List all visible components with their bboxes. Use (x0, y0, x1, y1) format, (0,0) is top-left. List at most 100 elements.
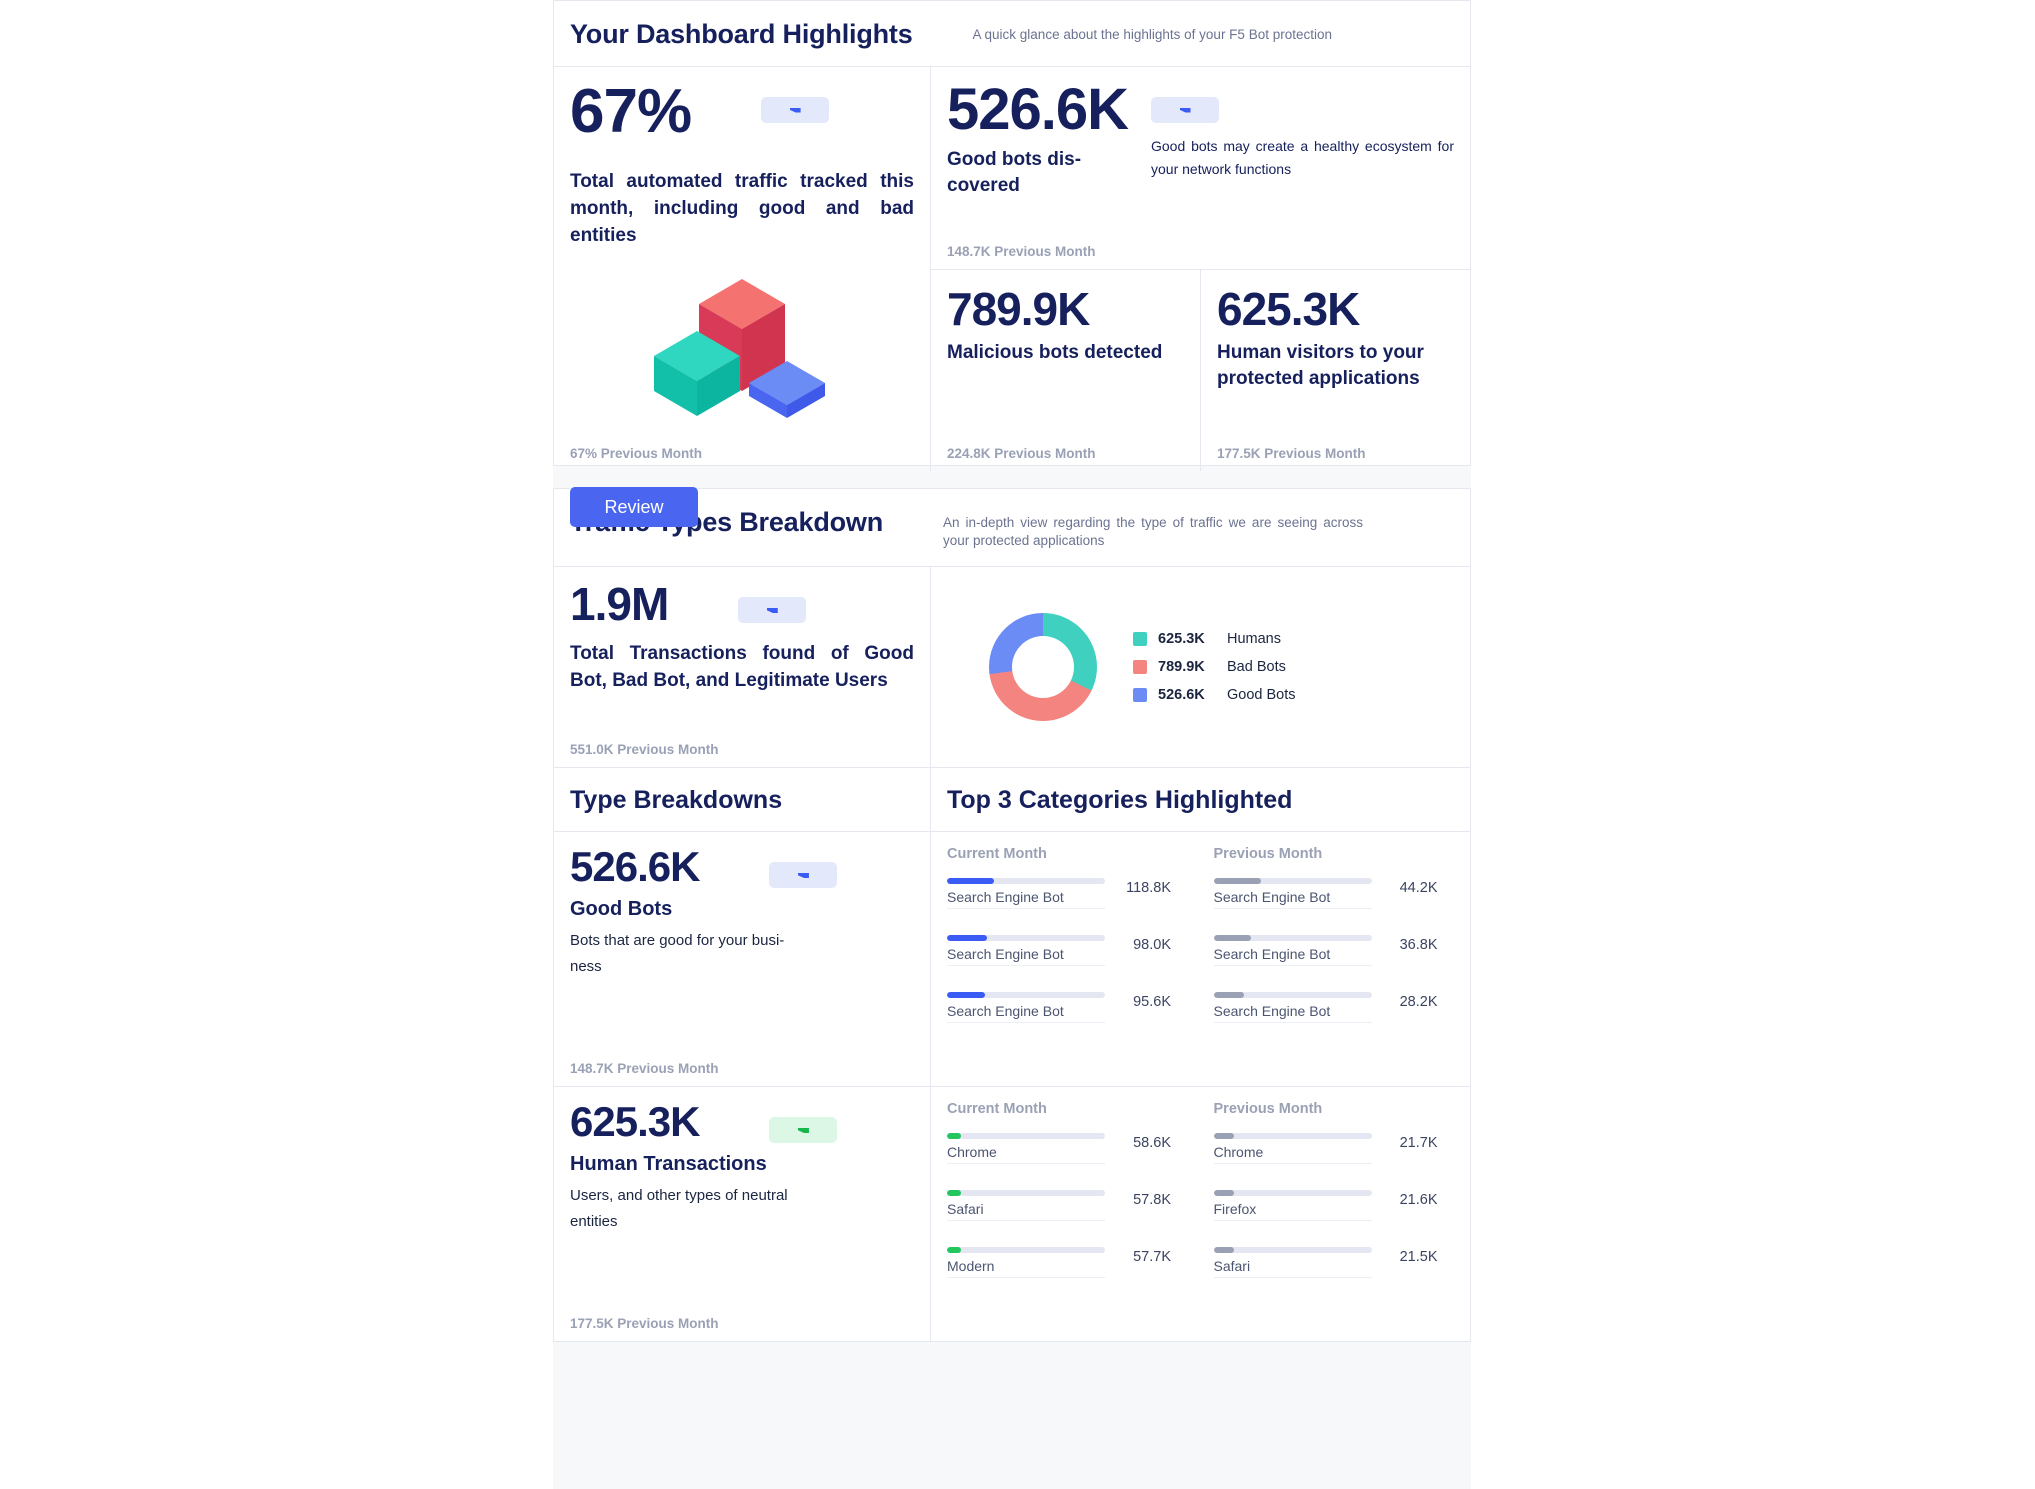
bar-item: Search Engine Bot 118.8K (947, 878, 1188, 910)
bar-main: Safari (1213, 1247, 1372, 1279)
bar-item: Search Engine Bot 36.8K (1213, 935, 1455, 967)
bar-value: 57.7K (1133, 1249, 1171, 1266)
breakdown-categories: Current Month Search Engine Bot 118.8K Sear… (931, 832, 1470, 1086)
total-transactions-value: 1.9M (570, 578, 669, 631)
bar-label: Firefox (1213, 1201, 1372, 1222)
bar-track (1213, 1133, 1372, 1140)
traffic-subtitle: An in-depth view regarding the type of t… (943, 515, 1363, 549)
review-button-area: Review (554, 471, 1470, 533)
bar-fill (1213, 1247, 1235, 1254)
bar-main: Search Engine Bot (947, 935, 1105, 967)
human-visitors-label: Human visitors to your protected applica… (1217, 342, 1424, 389)
bar-label: Search Engine Bot (947, 889, 1105, 910)
bar-label: Chrome (947, 1144, 1105, 1165)
bar-track (947, 1133, 1105, 1140)
bar-item: Search Engine Bot 28.2K (1213, 992, 1455, 1024)
breakdown-row: 625.3K Human Transactions Users, and other… (554, 1087, 1470, 1342)
bars-column-header: Previous Month (1213, 1101, 1323, 1118)
bar-value: 57.8K (1133, 1192, 1171, 1209)
bar-fill (947, 878, 995, 885)
trend-badge-icon (761, 97, 830, 123)
legend-swatch-icon (1133, 688, 1147, 703)
bars-column: Current Month Chrome 58.6K Safari 57.8K Moder… (947, 1101, 1188, 1341)
dashboard-content-column: Your Dashboard Highlights A quick glance… (553, 0, 1471, 1489)
bar-item: Firefox 21.6K (1213, 1190, 1455, 1222)
bar-fill (947, 1247, 962, 1254)
automated-traffic-statline: 67% (570, 81, 914, 143)
bar-fill (1213, 878, 1261, 885)
bar-label: Search Engine Bot (1213, 946, 1372, 967)
legend-label: Humans (1227, 631, 1281, 648)
top-categories-header: Top 3 Categories Highlighted (931, 768, 1470, 833)
bar-label: Search Engine Bot (1213, 1003, 1372, 1024)
breakdowns-header-row: Type Breakdowns Top 3 Categories Highlig… (554, 768, 1470, 833)
bars-column-header: Current Month (947, 846, 1047, 863)
bar-item: Chrome 21.7K (1213, 1133, 1455, 1165)
legend-swatch-icon (1133, 632, 1147, 647)
bar-label: Safari (1213, 1258, 1372, 1279)
bar-value: 21.7K (1399, 1135, 1438, 1152)
bar-value: 95.6K (1133, 994, 1171, 1011)
breakdown-rows: 526.6K Good Bots Bots that are good for yo… (554, 832, 1470, 1342)
bar-main: Search Engine Bot (1213, 935, 1372, 967)
bar-fill (947, 1133, 962, 1140)
breakdown-statline: 625.3K (570, 1098, 914, 1146)
bar-value: 58.6K (1133, 1135, 1171, 1152)
malicious-bots-value: 789.9K (947, 283, 1090, 335)
bar-main: Search Engine Bot (1213, 992, 1372, 1024)
legend-item: 526.6K Good Bots (1133, 687, 1296, 703)
page-title: Your Dashboard Highlights (570, 19, 913, 49)
highlights-bottom-stats: 789.9K Malicious bots detected 224.8K Pr… (931, 270, 1470, 471)
malicious-bots-previous: 224.8K Previous Month (947, 446, 1096, 461)
bar-track (1213, 935, 1372, 942)
total-transactions-description: Total Transactions found of Good Bot, Ba… (570, 643, 914, 692)
bar-track (947, 992, 1105, 999)
highlights-header: Your Dashboard Highlights A quick glance… (554, 1, 1470, 67)
total-transactions-panel: 1.9M Total Transactions found of Good Bo… (554, 567, 931, 768)
bar-main: Chrome (1213, 1133, 1372, 1165)
breakdown-categories: Current Month Chrome 58.6K Safari 57.8K Moder… (931, 1087, 1470, 1341)
good-bots-label: Good bots dis­covered (947, 149, 1082, 196)
bar-value: 118.8K (1126, 880, 1171, 897)
breakdown-summary: 526.6K Good Bots Bots that are good for yo… (554, 832, 931, 1087)
breakdown-trend-badge-icon (769, 1117, 838, 1144)
breakdown-value: 625.3K (570, 1098, 700, 1146)
breakdown-previous: 148.7K Previous Month (570, 1061, 719, 1077)
legend-value: 526.6K (1158, 687, 1205, 704)
human-visitors-value: 625.3K (1217, 283, 1360, 335)
breakdown-previous: 177.5K Previous Month (570, 1316, 719, 1332)
automated-traffic-previous: 67% Previous Month (570, 446, 703, 461)
human-visitors-previous: 177.5K Previous Month (1217, 446, 1366, 461)
bar-label: Chrome (1213, 1144, 1372, 1165)
breakdown-title: Good Bots (570, 898, 673, 921)
bars-column: Current Month Search Engine Bot 118.8K Sear… (947, 846, 1188, 1086)
total-transactions-statline: 1.9M (570, 581, 914, 627)
type-breakdowns-card: Type Breakdowns Top 3 Categories Highlig… (553, 768, 1471, 1343)
highlights-body: 67% Total automated traffic tracked this… (554, 67, 1470, 471)
bar-track (947, 935, 1105, 942)
bar-main: Modern (947, 1247, 1105, 1279)
bar-label: Safari (947, 1201, 1105, 1222)
review-button[interactable]: Review (570, 487, 698, 527)
bar-item: Search Engine Bot 98.0K (947, 935, 1188, 967)
breakdown-note: Users, and other types of neutral entiti… (570, 1187, 788, 1231)
traffic-types-card: Traffic Types Breakdown An in-depth view… (553, 488, 1471, 769)
good-bots-trend-badge-icon (1151, 97, 1219, 123)
legend-label: Good Bots (1227, 687, 1296, 704)
automated-traffic-value: 67% (570, 77, 692, 146)
good-bots-value: 526.6K (947, 77, 1129, 142)
bar-item: Search Engine Bot 95.6K (947, 992, 1188, 1024)
malicious-bots-label: Malicious bots detected (947, 342, 1163, 363)
bar-value: 36.8K (1399, 937, 1438, 954)
bar-main: Search Engine Bot (1213, 878, 1372, 910)
breakdown-row: 526.6K Good Bots Bots that are good for yo… (554, 832, 1470, 1088)
highlights-stats-panel: 526.6K Good bots dis­covered Good bots m… (931, 67, 1470, 471)
good-bots-note: Good bots may create a healthy ecosystem… (1151, 138, 1454, 178)
bar-item: Modern 57.7K (947, 1247, 1188, 1279)
traffic-trend-badge-icon (738, 597, 807, 624)
total-transactions-previous: 551.0K Previous Month (570, 742, 719, 758)
bar-label: Search Engine Bot (947, 1003, 1105, 1024)
malicious-bots-card: 789.9K Malicious bots detected 224.8K Pr… (931, 270, 1200, 471)
bar-value: 21.6K (1399, 1192, 1438, 1209)
